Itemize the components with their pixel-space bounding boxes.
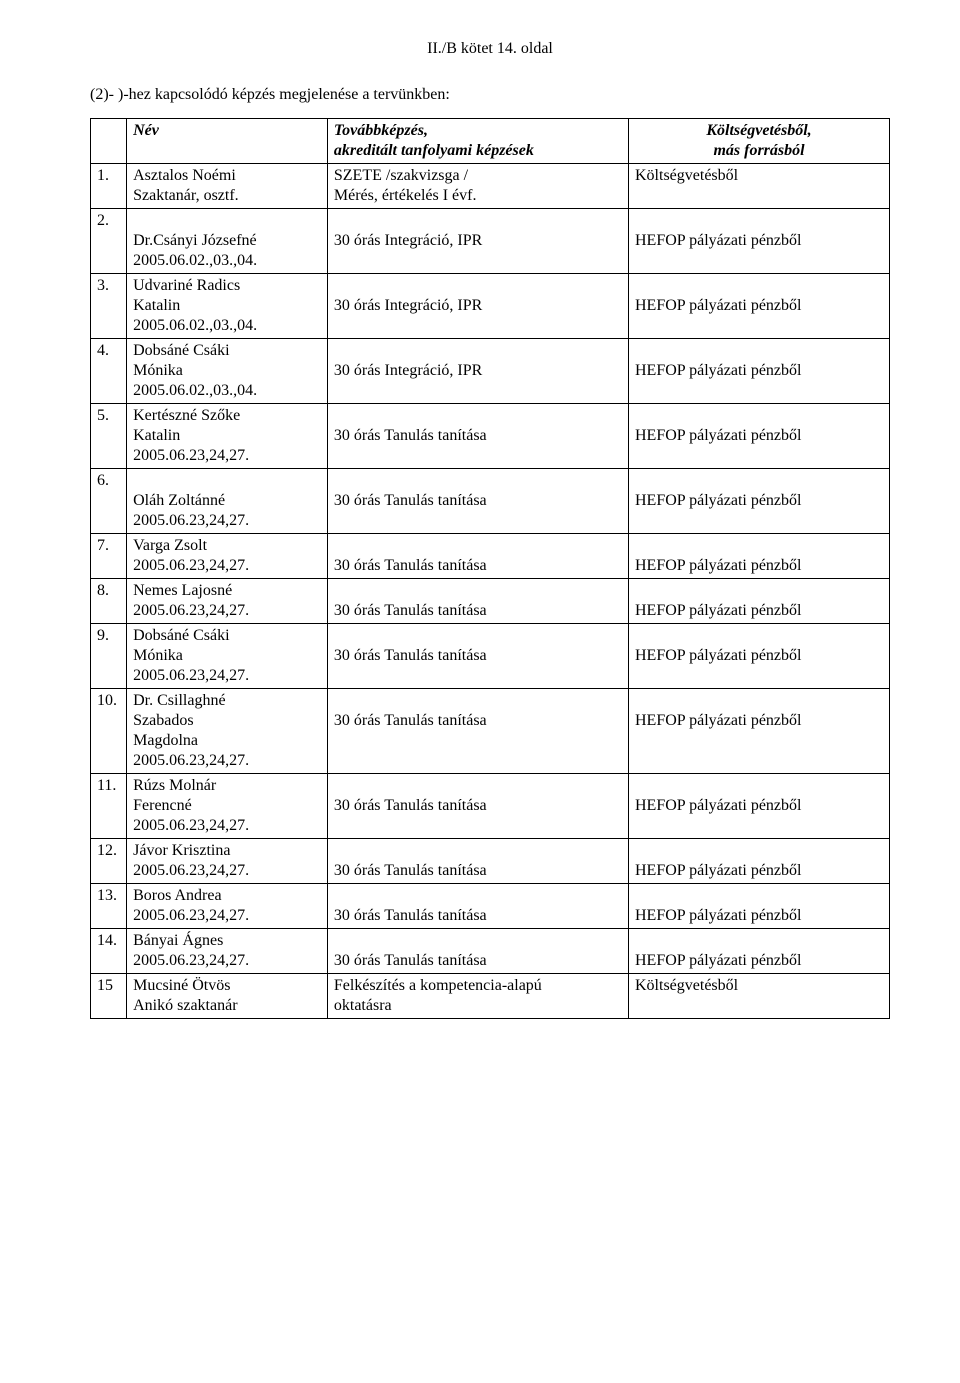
row-funding: HEFOP pályázati pénzből [629,209,890,274]
row-name: Dobsáné CsákiMónika2005.06.02.,03.,04. [127,339,328,404]
row-number: 1. [91,164,127,209]
page-header: II./B kötet 14. oldal [90,40,890,58]
row-funding: HEFOP pályázati pénzből [629,404,890,469]
table-row: 10.Dr. CsillaghnéSzabadosMagdolna2005.06… [91,689,890,774]
row-number: 5. [91,404,127,469]
table-row: 4.Dobsáné CsákiMónika2005.06.02.,03.,04.… [91,339,890,404]
row-number: 12. [91,839,127,884]
table-row: 13.Boros Andrea2005.06.23,24,27. 30 órás… [91,884,890,929]
row-course: 30 órás Tanulás tanítása [327,579,628,624]
row-name: Nemes Lajosné2005.06.23,24,27. [127,579,328,624]
intro-text: (2)- )-hez kapcsolódó képzés megjelenése… [90,86,890,104]
table-row: 1.Asztalos NoémiSzaktanár, osztf.SZETE /… [91,164,890,209]
row-course: Felkészítés a kompetencia-alapúoktatásra [327,974,628,1019]
row-funding: HEFOP pályázati pénzből [629,534,890,579]
row-funding: HEFOP pályázati pénzből [629,929,890,974]
row-number: 13. [91,884,127,929]
table-row: 15Mucsiné ÖtvösAnikó szaktanárFelkészíté… [91,974,890,1019]
row-funding: HEFOP pályázati pénzből [629,274,890,339]
row-course: 30 órás Tanulás tanítása [327,839,628,884]
row-course: 30 órás Tanulás tanítása [327,469,628,534]
row-funding: Költségvetésből [629,164,890,209]
row-funding: HEFOP pályázati pénzből [629,689,890,774]
row-course: SZETE /szakvizsga /Mérés, értékelés I év… [327,164,628,209]
row-name: Boros Andrea2005.06.23,24,27. [127,884,328,929]
row-name: Dobsáné CsákiMónika2005.06.23,24,27. [127,624,328,689]
row-number: 8. [91,579,127,624]
header-name: Név [127,119,328,164]
row-number: 3. [91,274,127,339]
row-course: 30 órás Tanulás tanítása [327,404,628,469]
row-course: 30 órás Integráció, IPR [327,209,628,274]
row-number: 4. [91,339,127,404]
row-funding: HEFOP pályázati pénzből [629,774,890,839]
row-number: 2. [91,209,127,274]
row-course: 30 órás Tanulás tanítása [327,929,628,974]
row-funding: HEFOP pályázati pénzből [629,839,890,884]
table-row: 14.Bányai Ágnes2005.06.23,24,27. 30 órás… [91,929,890,974]
table-row: 6. Oláh Zoltánné2005.06.23,24,27. 30 órá… [91,469,890,534]
row-number: 7. [91,534,127,579]
row-funding: HEFOP pályázati pénzből [629,579,890,624]
table-row: 5.Kertészné SzőkeKatalin2005.06.23,24,27… [91,404,890,469]
row-course: 30 órás Tanulás tanítása [327,534,628,579]
table-row: 9.Dobsáné CsákiMónika2005.06.23,24,27. 3… [91,624,890,689]
table-row: 2. Dr.Csányi Józsefné2005.06.02.,03.,04.… [91,209,890,274]
table-row: 3.Udvariné RadicsKatalin2005.06.02.,03.,… [91,274,890,339]
row-course: 30 órás Tanulás tanítása [327,884,628,929]
row-name: Udvariné RadicsKatalin2005.06.02.,03.,04… [127,274,328,339]
row-name: Jávor Krisztina2005.06.23,24,27. [127,839,328,884]
table-row: 8.Nemes Lajosné2005.06.23,24,27. 30 órás… [91,579,890,624]
training-table: NévTovábbképzés,akreditált tanfolyami ké… [90,118,890,1019]
row-name: Kertészné SzőkeKatalin2005.06.23,24,27. [127,404,328,469]
row-course: 30 órás Tanulás tanítása [327,689,628,774]
row-funding: HEFOP pályázati pénzből [629,469,890,534]
row-number: 15 [91,974,127,1019]
row-name: Rúzs MolnárFerencné2005.06.23,24,27. [127,774,328,839]
header-funding: Költségvetésből,más forrásból [629,119,890,164]
table-row: 7.Varga Zsolt2005.06.23,24,27. 30 órás T… [91,534,890,579]
row-number: 6. [91,469,127,534]
row-funding: HEFOP pályázati pénzből [629,339,890,404]
row-name: Varga Zsolt2005.06.23,24,27. [127,534,328,579]
row-name: Asztalos NoémiSzaktanár, osztf. [127,164,328,209]
row-name: Mucsiné ÖtvösAnikó szaktanár [127,974,328,1019]
row-course: 30 órás Integráció, IPR [327,274,628,339]
table-row: 12.Jávor Krisztina2005.06.23,24,27. 30 ó… [91,839,890,884]
row-name: Dr. CsillaghnéSzabadosMagdolna2005.06.23… [127,689,328,774]
row-course: 30 órás Tanulás tanítása [327,624,628,689]
row-funding: HEFOP pályázati pénzből [629,884,890,929]
row-name: Bányai Ágnes2005.06.23,24,27. [127,929,328,974]
row-name: Oláh Zoltánné2005.06.23,24,27. [127,469,328,534]
row-number: 14. [91,929,127,974]
row-number: 11. [91,774,127,839]
row-course: 30 órás Tanulás tanítása [327,774,628,839]
row-funding: Költségvetésből [629,974,890,1019]
row-name: Dr.Csányi Józsefné2005.06.02.,03.,04. [127,209,328,274]
table-row: 11.Rúzs MolnárFerencné2005.06.23,24,27. … [91,774,890,839]
table-header-row: NévTovábbképzés,akreditált tanfolyami ké… [91,119,890,164]
header-course: Továbbképzés,akreditált tanfolyami képzé… [327,119,628,164]
row-funding: HEFOP pályázati pénzből [629,624,890,689]
header-num [91,119,127,164]
row-number: 9. [91,624,127,689]
row-number: 10. [91,689,127,774]
row-course: 30 órás Integráció, IPR [327,339,628,404]
